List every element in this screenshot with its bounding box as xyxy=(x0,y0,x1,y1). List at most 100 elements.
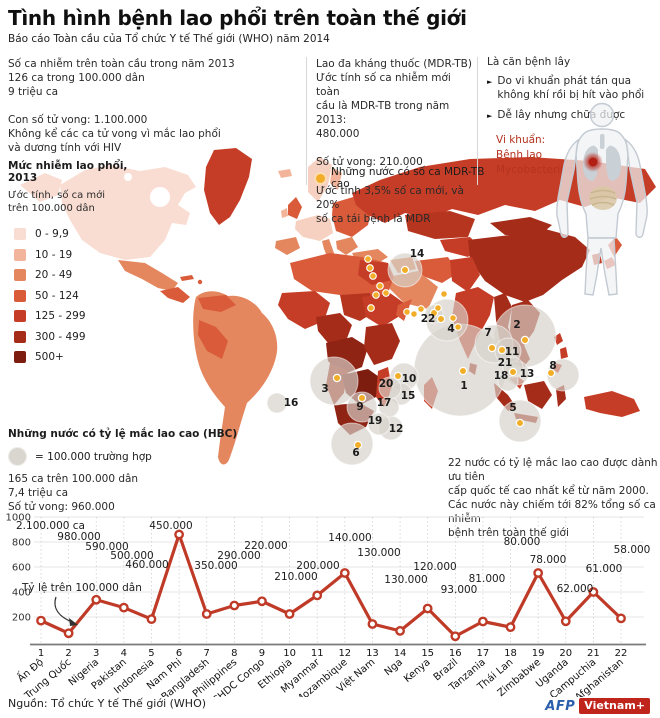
legend-label: 10 - 19 xyxy=(35,248,73,261)
case-count-label: 200.000 xyxy=(296,560,339,572)
legend-label: 125 - 299 xyxy=(35,310,86,323)
data-point-marker xyxy=(395,625,405,636)
x-tick-number: 1 xyxy=(38,648,44,659)
mdr-country-dot xyxy=(417,305,425,313)
bubble-number: 10 xyxy=(402,373,417,385)
x-tick-number: 13 xyxy=(366,648,379,659)
divider-1 xyxy=(306,57,307,185)
mdr-country-dot xyxy=(515,418,525,428)
map-legend-title: Mức nhiễm lao phổi, 2013 xyxy=(8,160,128,184)
case-count-label: 500.000 xyxy=(110,550,153,562)
hbc-bubble xyxy=(309,356,359,406)
country-name-label: CHDC Congo xyxy=(211,657,267,697)
case-count-label: 460.000 xyxy=(125,559,168,571)
x-tick-number: 16 xyxy=(449,648,462,659)
legend-label: 500+ xyxy=(35,351,64,364)
bubble-number: 14 xyxy=(410,248,425,260)
bubble-number: 22 xyxy=(421,313,436,325)
bubble-number: 7 xyxy=(484,327,491,339)
data-point-marker xyxy=(174,529,185,540)
x-tick-number: 14 xyxy=(394,648,407,659)
case-count-label: 61.000 xyxy=(586,563,623,575)
case-count-label: 2.100.000 ca xyxy=(16,520,85,532)
hbc-block: Những nước có tỷ lệ mắc lao cao (HBC) = … xyxy=(8,428,248,514)
mdr-country-dot xyxy=(393,371,403,381)
bubble-number: 5 xyxy=(509,402,516,414)
bubble-number: 20 xyxy=(379,378,394,390)
mdr-country-dot xyxy=(357,393,367,403)
legend-label: 300 - 499 xyxy=(35,330,86,343)
hbc-title: Những nước có tỷ lệ mắc lao cao (HBC) xyxy=(8,428,238,440)
bubble-number: 17 xyxy=(377,397,392,409)
legend-label: 20 - 49 xyxy=(35,269,73,282)
data-point-marker xyxy=(118,602,129,613)
case-count-label: 590.000 xyxy=(85,541,128,553)
data-point-marker xyxy=(505,622,516,633)
mdr-country-dot xyxy=(403,308,411,316)
x-tick-number: 12 xyxy=(338,648,351,659)
mdr-country-dot xyxy=(353,440,363,450)
map-legend-rows: 0 - 9,9 10 - 19 20 - 49 50 - 124 125 - 299 30… xyxy=(14,224,133,368)
x-tick-number: 11 xyxy=(311,648,324,659)
y-tick-label: 800 xyxy=(12,538,31,549)
legend-swatch xyxy=(14,330,26,343)
mdr-country-dot xyxy=(367,304,375,312)
country-name-label: Zimbabwe xyxy=(496,657,543,697)
mdr-country-dot xyxy=(400,265,410,275)
x-tick-number: 18 xyxy=(504,648,517,659)
bubble-number: 9 xyxy=(356,401,363,413)
case-count-label: 220.000 xyxy=(244,540,287,552)
bubble-number: 6 xyxy=(352,447,359,459)
y-tick-label: 200 xyxy=(12,613,31,624)
y-tick-label: 600 xyxy=(12,563,31,574)
bubble-number: 21 xyxy=(498,357,513,369)
mdr-stats-block: Lao đa kháng thuốc (MDR-TB) Ước tính số … xyxy=(316,58,472,225)
rate-line xyxy=(40,532,623,638)
x-tick-number: 22 xyxy=(615,648,628,659)
mdr-country-dot xyxy=(434,304,442,312)
bubble-number: 11 xyxy=(505,346,520,358)
x-tick-number: 8 xyxy=(231,648,237,659)
legend-row: 300 - 499 xyxy=(14,327,133,348)
case-count-label: 140.000 xyxy=(328,532,371,544)
x-tick-number: 15 xyxy=(421,648,434,659)
hbc-bubble xyxy=(346,391,378,423)
country-name-label: Pakistan xyxy=(90,657,129,692)
mdr-country-dot xyxy=(436,314,446,324)
bubble-number: 13 xyxy=(520,368,535,380)
case-count-label: 58.000 xyxy=(614,544,651,556)
hbc-circle-label: = 100.000 trường hợp xyxy=(35,450,152,463)
case-count-label: 450.000 xyxy=(149,520,192,532)
data-point-marker xyxy=(312,590,323,601)
mdr-country-dot xyxy=(487,343,497,353)
x-tick-number: 9 xyxy=(259,648,265,659)
human-body-figure xyxy=(556,102,648,296)
germ-label: Vi khuẩn: Bệnh lao Mycobacterium xyxy=(496,133,578,177)
country-name-label: Mozambique xyxy=(294,657,350,697)
hbc-bubble xyxy=(330,422,374,466)
priority-note: 22 nước có tỷ lệ mắc lao cao được dành ư… xyxy=(448,457,658,540)
mdr-country-dot xyxy=(332,373,342,383)
legend-row: 125 - 299 xyxy=(14,306,133,327)
rate-annotation: Tỷ lệ trên 100.000 dân xyxy=(21,582,142,594)
data-point-marker xyxy=(478,616,488,627)
country-name-label: Indonesia xyxy=(112,657,156,697)
hbc-bubble xyxy=(546,358,580,392)
legend-row: 0 - 9,9 xyxy=(14,224,133,245)
mdr-country-dot xyxy=(429,308,439,318)
legend-swatch xyxy=(14,228,26,241)
country-name-label: Afghanistan xyxy=(573,657,626,697)
infect-title: Là căn bệnh lây xyxy=(487,56,571,68)
legend-swatch xyxy=(14,248,26,261)
x-tick-number: 21 xyxy=(587,648,600,659)
reference-circle-icon xyxy=(8,447,27,466)
hbc-bubble xyxy=(266,392,288,414)
legend-label: 0 - 9,9 xyxy=(35,228,69,241)
case-count-label: 78.000 xyxy=(530,554,567,566)
mdr-country-dot xyxy=(440,290,448,298)
data-point-marker xyxy=(284,609,295,619)
map-legend-subtitle: Ước tính, số ca mới trên 100.000 dân xyxy=(8,190,106,214)
mdr-country-dot xyxy=(410,310,418,318)
data-point-marker xyxy=(422,603,433,614)
